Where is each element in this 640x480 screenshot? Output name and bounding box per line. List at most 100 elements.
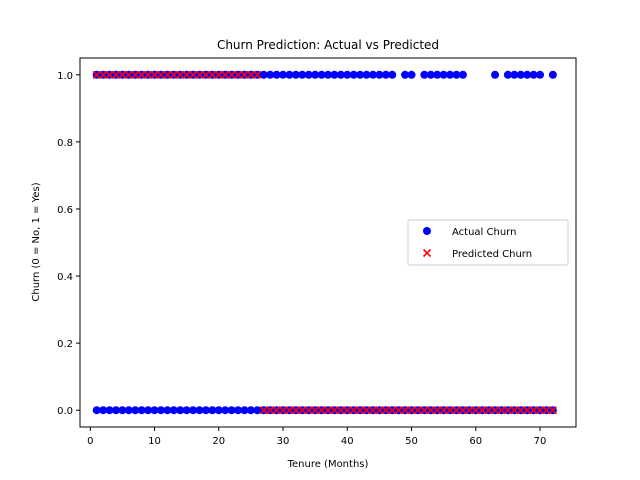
actual-churn-point	[291, 70, 300, 79]
legend-label-actual: Actual Churn	[452, 227, 516, 238]
predicted-churn-point	[227, 70, 236, 79]
actual-churn-point	[253, 406, 262, 415]
predicted-churn-point	[433, 406, 442, 415]
predicted-churn-point	[176, 70, 185, 79]
y-axis-label: Churn (0 = No, 1 = Yes)	[31, 182, 42, 301]
chart-title: Churn Prediction: Actual vs Predicted	[217, 38, 439, 52]
predicted-churn-point	[368, 406, 378, 415]
predicted-churn-point	[201, 70, 210, 79]
predicted-churn-point	[137, 70, 146, 79]
predicted-churn-point	[304, 406, 313, 415]
predicted-churn-point	[343, 406, 352, 415]
predicted-churn-point	[388, 406, 397, 415]
actual-churn-point	[536, 70, 545, 79]
predicted-churn-point	[510, 406, 519, 415]
actual-churn-point	[266, 70, 275, 79]
y-tick-label: 0.4	[57, 272, 73, 283]
predicted-churn-point	[330, 406, 339, 415]
actual-churn-point	[124, 406, 133, 415]
actual-churn-point	[388, 70, 397, 79]
legend-label-predicted: Predicted Churn	[452, 249, 532, 260]
predicted-churn-point	[169, 70, 178, 79]
predicted-churn-point	[163, 70, 172, 79]
actual-churn-point	[227, 406, 236, 415]
y-tick-label: 1.0	[57, 71, 73, 82]
y-tick-label: 0.0	[57, 406, 73, 417]
predicted-churn-point	[311, 406, 320, 415]
predicted-churn-point	[465, 406, 474, 415]
predicted-churn-point	[208, 70, 217, 79]
predicted-churn-point	[484, 406, 493, 415]
x-tick-label: 0	[87, 436, 93, 447]
predicted-churn-point	[233, 70, 243, 79]
actual-churn-point	[529, 70, 538, 79]
actual-churn-point	[362, 70, 371, 79]
actual-churn-point	[433, 70, 442, 79]
actual-churn-point	[189, 406, 198, 415]
x-axis: 0 10 20 30 40 50 60 70	[87, 427, 546, 447]
predicted-churn-point	[362, 406, 371, 415]
x-tick-label: 40	[341, 436, 354, 447]
actual-churn-point	[330, 70, 339, 79]
predicted-churn-point	[266, 406, 275, 415]
x-tick-label: 20	[212, 436, 225, 447]
predicted-churn-point	[439, 406, 448, 415]
actual-churn-point	[368, 70, 377, 79]
predicted-churn-point	[92, 70, 101, 79]
predicted-churn-point	[99, 70, 108, 79]
predicted-churn-point	[278, 406, 288, 415]
predicted-churn-point	[516, 406, 525, 415]
actual-churn-point	[458, 70, 467, 79]
predicted-churn-point	[131, 70, 140, 79]
actual-churn-point	[356, 70, 365, 79]
predicted-churn-point	[285, 406, 294, 415]
actual-churn-point	[548, 70, 557, 79]
predicted-churn-point	[394, 406, 403, 415]
predicted-churn-point	[349, 406, 358, 415]
predicted-churn-point	[375, 406, 384, 415]
actual-churn-point	[311, 70, 320, 79]
actual-churn-point	[375, 70, 384, 79]
predicted-churn-point	[189, 70, 198, 79]
actual-churn-point	[272, 70, 281, 79]
actual-churn-point	[195, 406, 204, 415]
plot-frame	[79, 57, 577, 428]
x-tick-label: 30	[277, 436, 290, 447]
actual-churn-point	[208, 406, 217, 415]
x-axis-label: Tenure (Months)	[287, 459, 369, 470]
predicted-churn-point	[413, 406, 423, 415]
actual-churn-point	[446, 70, 455, 79]
legend-marker-actual	[423, 227, 431, 235]
predicted-churn-point	[401, 406, 410, 415]
predicted-churn-point	[214, 70, 223, 79]
predicted-churn-point	[426, 406, 435, 415]
actual-churn-point	[407, 70, 416, 79]
predicted-churn-point	[195, 70, 204, 79]
predicted-churn-point	[156, 70, 166, 79]
actual-churn-point	[523, 70, 532, 79]
actual-churn-point	[118, 406, 127, 415]
actual-churn-point	[240, 406, 249, 415]
actual-churn-point	[214, 406, 223, 415]
predicted-churn-point	[291, 406, 300, 415]
actual-churn-point	[304, 70, 313, 79]
actual-churn-point	[343, 70, 352, 79]
predicted-churn-point	[272, 406, 281, 415]
predicted-churn-point	[246, 70, 255, 79]
actual-churn-point	[105, 406, 114, 415]
predicted-churn-point	[420, 406, 429, 415]
actual-churn-point	[285, 70, 294, 79]
actual-churn-point	[176, 406, 185, 415]
y-tick-label: 0.6	[57, 205, 73, 216]
predicted-churn-point	[523, 406, 532, 415]
predicted-churn-point	[452, 406, 461, 415]
actual-churn-point	[99, 406, 108, 415]
predicted-churn-point	[535, 406, 545, 415]
predicted-churn-point	[240, 70, 249, 79]
x-tick-label: 60	[469, 436, 482, 447]
predicted-churn-point	[356, 406, 365, 415]
y-tick-label: 0.8	[57, 138, 73, 149]
x-tick-label: 50	[405, 436, 418, 447]
predicted-churn-point	[529, 406, 538, 415]
